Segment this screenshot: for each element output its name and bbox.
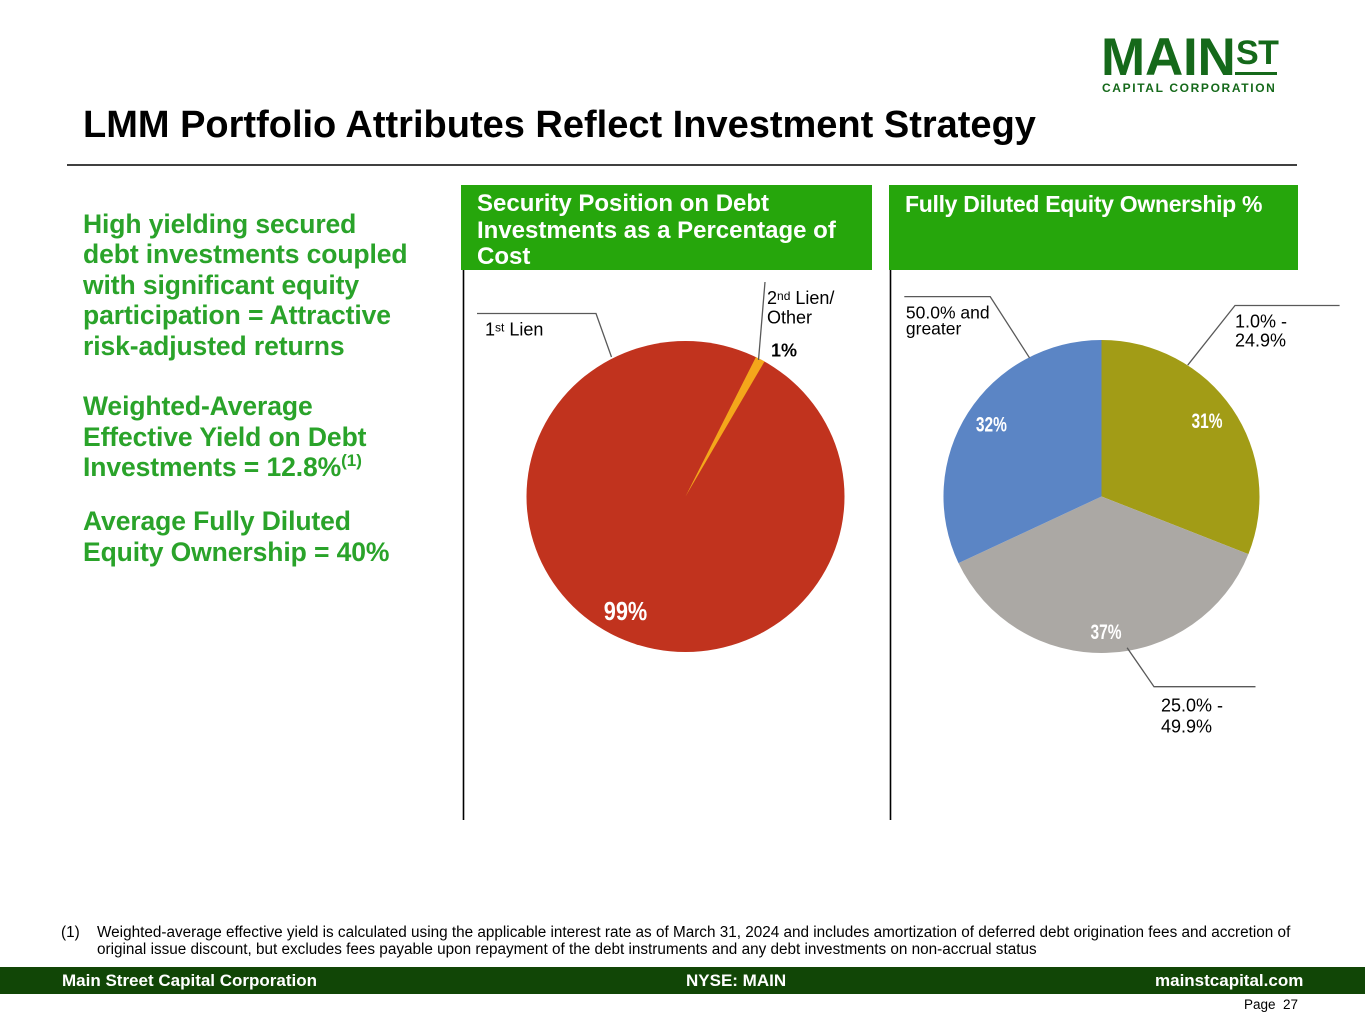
svg-text:1st Lien: 1st Lien [485,320,543,340]
svg-text:49.9%: 49.9% [1161,716,1212,736]
svg-text:1.0% -: 1.0% - [1235,312,1287,332]
svg-text:31%: 31% [1192,410,1223,433]
svg-text:2nd Lien/: 2nd Lien/ [767,288,834,308]
svg-text:32%: 32% [976,413,1007,436]
svg-text:Other: Other [767,308,812,328]
svg-text:24.9%: 24.9% [1235,331,1286,351]
svg-text:greater: greater [906,319,962,339]
svg-text:25.0% -: 25.0% - [1161,695,1223,715]
svg-text:1%: 1% [771,341,797,361]
svg-text:99%: 99% [604,596,648,626]
svg-text:37%: 37% [1091,621,1122,644]
svg-text:50.0% and: 50.0% and [906,303,990,323]
